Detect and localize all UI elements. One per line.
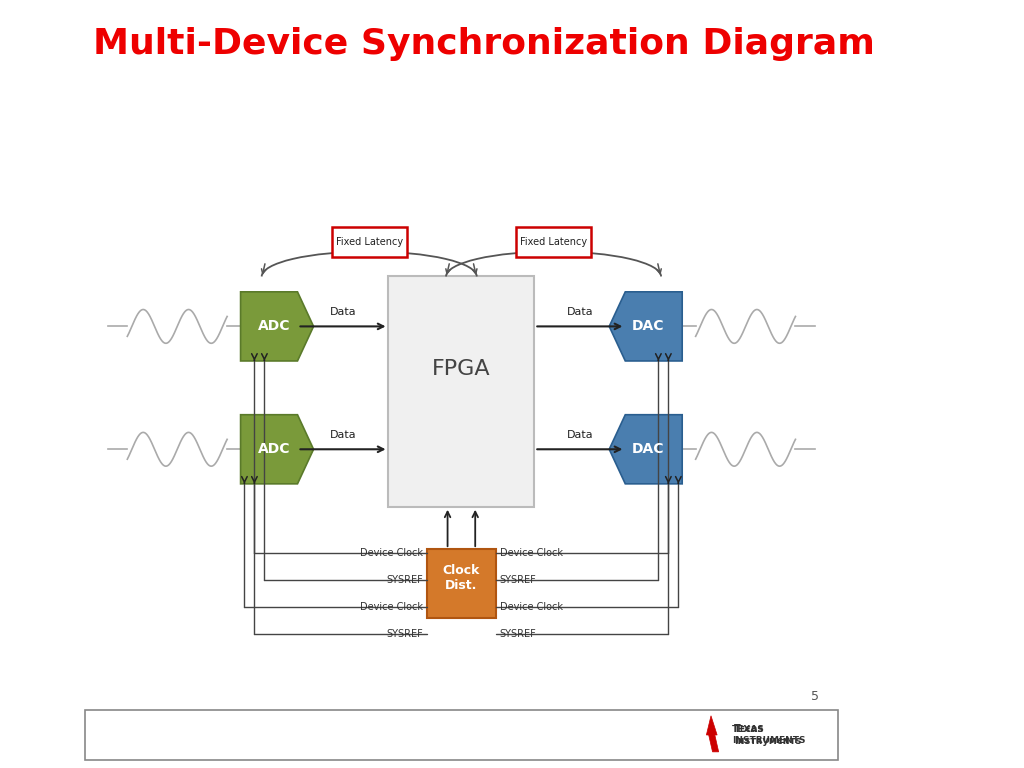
Text: DAC: DAC — [632, 442, 665, 456]
Text: SYSREF: SYSREF — [500, 628, 537, 639]
Polygon shape — [609, 415, 682, 484]
Text: Data: Data — [330, 307, 356, 317]
Text: Device Clock: Device Clock — [360, 548, 423, 558]
Text: Fixed Latency: Fixed Latency — [520, 237, 587, 247]
Text: SYSREF: SYSREF — [386, 574, 423, 585]
Text: DAC: DAC — [632, 319, 665, 333]
FancyBboxPatch shape — [85, 710, 838, 760]
Text: Multi-Device Synchronization Diagram: Multi-Device Synchronization Diagram — [93, 27, 874, 61]
FancyBboxPatch shape — [388, 276, 535, 507]
Polygon shape — [609, 292, 682, 361]
Text: 5: 5 — [811, 690, 818, 703]
Text: Clock
Dist.: Clock Dist. — [442, 564, 480, 591]
Text: SYSREF: SYSREF — [386, 628, 423, 639]
FancyBboxPatch shape — [516, 227, 591, 257]
Text: Device Clock: Device Clock — [360, 601, 423, 612]
Text: ADC: ADC — [258, 319, 291, 333]
Text: TEXAS
INSTRUMENTS: TEXAS INSTRUMENTS — [732, 725, 805, 745]
Polygon shape — [241, 415, 313, 484]
Text: Fixed Latency: Fixed Latency — [336, 237, 402, 247]
Text: Data: Data — [566, 430, 593, 440]
Text: Device Clock: Device Clock — [500, 548, 563, 558]
Text: Data: Data — [330, 430, 356, 440]
Text: ADC: ADC — [258, 442, 291, 456]
Text: Tᴇєаѕ
Iɴѕтʀумєɴтѕ: Tᴇєаѕ Iɴѕтʀумєɴтѕ — [734, 724, 801, 746]
FancyBboxPatch shape — [332, 227, 407, 257]
Text: Device Clock: Device Clock — [500, 601, 563, 612]
Polygon shape — [241, 292, 313, 361]
FancyBboxPatch shape — [427, 549, 496, 618]
Polygon shape — [707, 716, 719, 752]
Text: Data: Data — [566, 307, 593, 317]
Text: FPGA: FPGA — [432, 359, 490, 379]
Text: SYSREF: SYSREF — [500, 574, 537, 585]
